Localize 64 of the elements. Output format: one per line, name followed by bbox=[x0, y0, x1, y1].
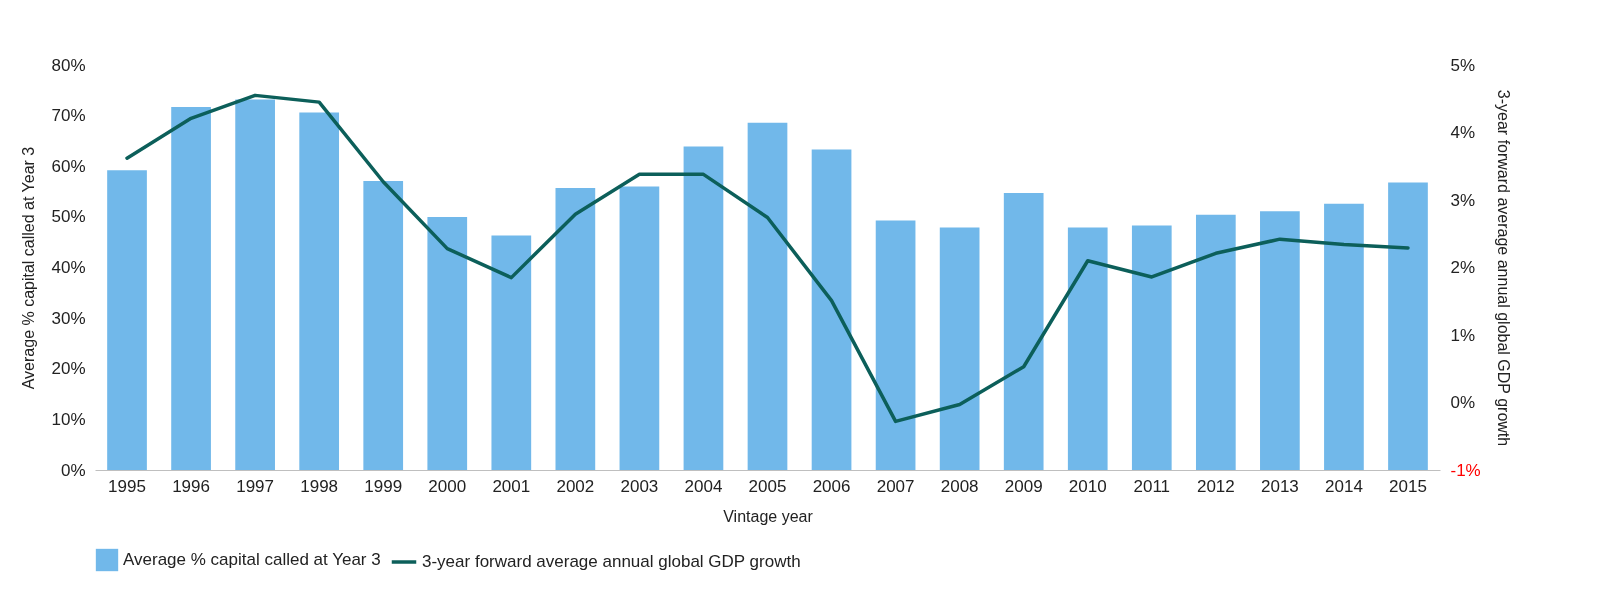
bar bbox=[1260, 211, 1300, 470]
y2-tick-label: 4% bbox=[1450, 123, 1476, 142]
x-tick-label: 2004 bbox=[684, 476, 723, 496]
y2-tick-label: 2% bbox=[1450, 258, 1476, 277]
line-series bbox=[125, 93, 1410, 424]
y-tick-label: 0% bbox=[60, 460, 86, 480]
bar bbox=[939, 227, 980, 470]
y-axis-title: Average % capital called at Year 3 bbox=[20, 146, 38, 390]
bar bbox=[1388, 182, 1428, 470]
y2-tick-label: 3% bbox=[1450, 190, 1476, 210]
bar bbox=[683, 146, 724, 470]
y-tick-label: 30% bbox=[51, 308, 86, 328]
x-tick-label: 2001 bbox=[492, 476, 531, 496]
bar bbox=[363, 180, 404, 470]
x-tick-label: 2015 bbox=[1389, 476, 1427, 496]
x-tick-label: 1999 bbox=[364, 476, 403, 496]
x-tick-label: 2002 bbox=[556, 476, 595, 496]
x-tick-label: 1996 bbox=[172, 476, 210, 496]
x-tick-label: 1995 bbox=[108, 476, 146, 496]
y2-tick-label: -1% bbox=[1450, 460, 1481, 480]
x-tick-label: 2006 bbox=[812, 476, 851, 496]
x-tick-label: 2008 bbox=[940, 476, 979, 496]
y-tick-label: 70% bbox=[51, 106, 86, 126]
bar bbox=[555, 188, 596, 470]
bar bbox=[747, 122, 788, 470]
y-tick-label: 60% bbox=[51, 156, 86, 176]
x-tick-label: 2000 bbox=[428, 476, 467, 496]
bar bbox=[171, 107, 211, 470]
legend-label: Average % capital called at Year 3 bbox=[123, 550, 381, 569]
x-tick-label: 2005 bbox=[748, 476, 787, 496]
x-tick-label: 2007 bbox=[876, 476, 915, 496]
y2-tick-label: 1% bbox=[1450, 325, 1476, 345]
y2-tick-label: 0% bbox=[1450, 393, 1476, 412]
x-tick-label: 2014 bbox=[1325, 476, 1363, 496]
x-tick-label: 2012 bbox=[1196, 476, 1235, 496]
x-tick-label: 1997 bbox=[236, 476, 275, 496]
bar bbox=[235, 99, 275, 470]
bar bbox=[811, 149, 852, 470]
y-tick-label: 50% bbox=[51, 207, 86, 227]
x-tick-label: 1998 bbox=[300, 476, 339, 496]
bar bbox=[1003, 193, 1044, 470]
bar bbox=[1195, 214, 1236, 470]
y-tick-label: 80% bbox=[51, 55, 86, 75]
legend-label: 3-year forward average annual global GDP growth bbox=[422, 552, 801, 571]
x-tick-label: 2003 bbox=[620, 476, 659, 496]
bar bbox=[1324, 203, 1364, 470]
x-axis-title: Vintage year bbox=[723, 507, 814, 525]
bar bbox=[1067, 227, 1108, 470]
bar bbox=[1131, 225, 1172, 470]
x-tick-label: 2009 bbox=[1004, 476, 1043, 496]
bar bbox=[107, 170, 147, 470]
bar bbox=[427, 216, 468, 470]
y2-tick-label: 5% bbox=[1450, 55, 1476, 75]
bar bbox=[491, 235, 532, 470]
y-tick-label: 40% bbox=[51, 258, 86, 277]
x-tick-label: 2011 bbox=[1133, 476, 1171, 496]
y-tick-label: 20% bbox=[51, 359, 86, 379]
bar bbox=[619, 186, 660, 470]
y-tick-label: 10% bbox=[51, 409, 86, 429]
bar bbox=[299, 112, 340, 470]
bar bbox=[875, 220, 916, 470]
y2-axis-title: 3-year forward average annual global GDP growth bbox=[1494, 89, 1512, 447]
x-tick-label: 2013 bbox=[1260, 476, 1299, 496]
x-tick-label: 2010 bbox=[1068, 476, 1107, 496]
